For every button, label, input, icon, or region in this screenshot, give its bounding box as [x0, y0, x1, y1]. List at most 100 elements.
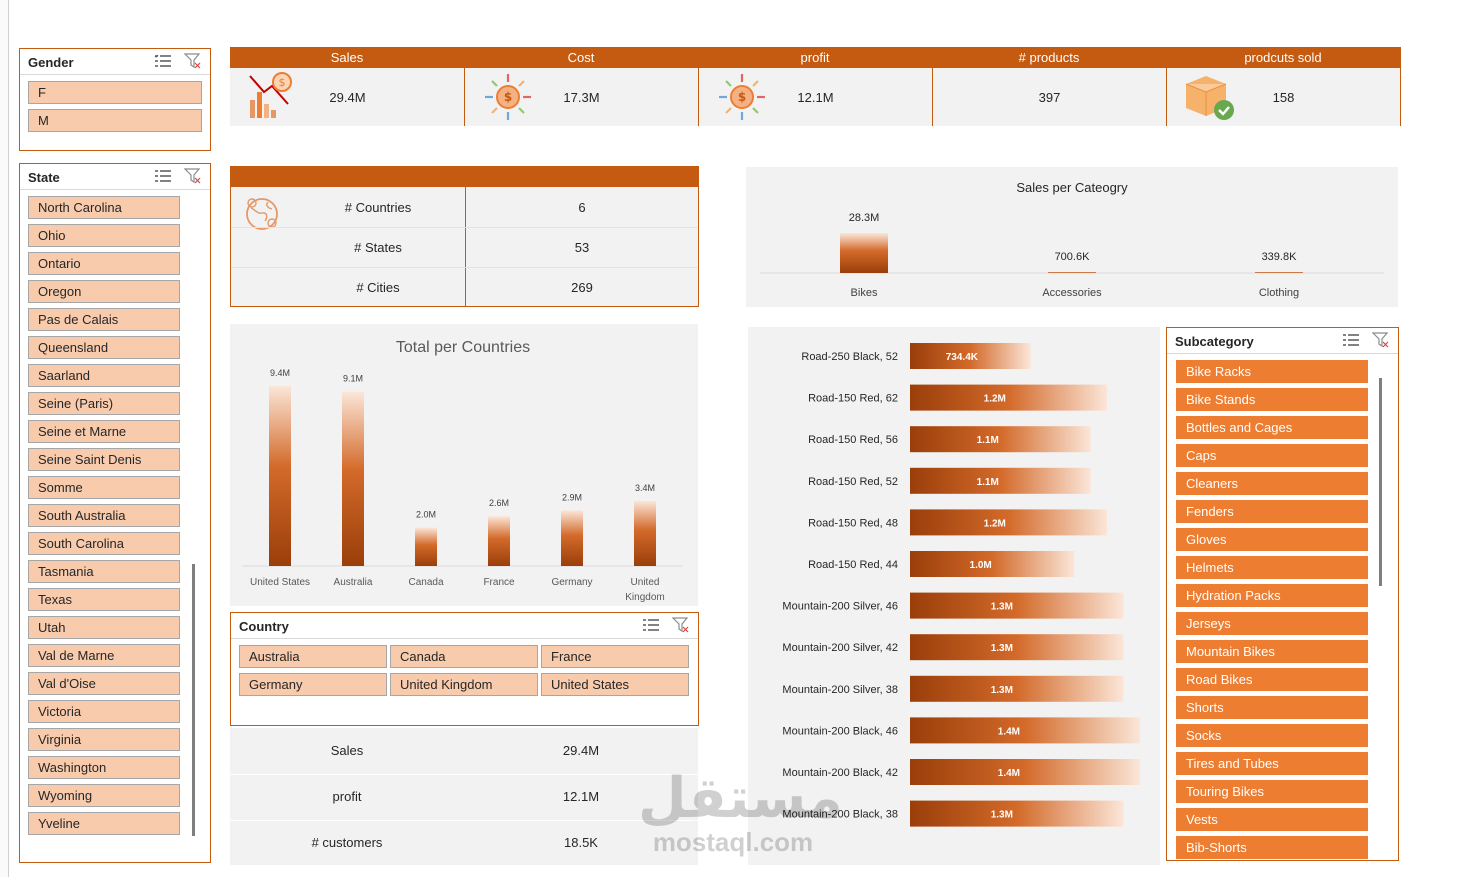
- state-scrollbar[interactable]: [192, 564, 195, 836]
- slicer-item[interactable]: Ontario: [28, 252, 180, 275]
- slicer-item[interactable]: Saarland: [28, 364, 180, 387]
- slicer-item[interactable]: Somme: [28, 476, 180, 499]
- slicer-item[interactable]: Val de Marne: [28, 644, 180, 667]
- slicer-item[interactable]: Seine (Paris): [28, 392, 180, 415]
- slicer-item[interactable]: F: [28, 81, 202, 104]
- slicer-item[interactable]: Seine Saint Denis: [28, 448, 180, 471]
- subcategory-slicer: Subcategory Bike Racks Bike Stands Bottles…: [1166, 327, 1399, 861]
- slicer-item[interactable]: North Carolina: [28, 196, 180, 219]
- slicer-item[interactable]: South Australia: [28, 504, 180, 527]
- slicer-title: State: [28, 170, 60, 185]
- slicer-item[interactable]: Bike Racks: [1176, 360, 1368, 383]
- slicer-item[interactable]: Road Bikes: [1176, 668, 1368, 691]
- slicer-item[interactable]: Caps: [1176, 444, 1368, 467]
- slicer-item[interactable]: Tasmania: [28, 560, 180, 583]
- slicer-item[interactable]: Yveline: [28, 812, 180, 835]
- slicer-item[interactable]: Australia: [239, 645, 387, 668]
- summary-value: 12.1M: [562, 789, 600, 804]
- multi-select-icon[interactable]: [154, 53, 172, 69]
- slicer-item[interactable]: M: [28, 109, 202, 132]
- country-bar[interactable]: [342, 391, 364, 566]
- product-bar[interactable]: [910, 800, 1124, 827]
- category-bar[interactable]: [840, 233, 888, 273]
- slicer-item[interactable]: Germany: [239, 673, 387, 696]
- country-bar[interactable]: [561, 510, 583, 566]
- slicer-item[interactable]: Canada: [390, 645, 538, 668]
- summary-table: Sales 29.4M profit 12.1M # customers 18.5K: [230, 728, 698, 865]
- slicer-item[interactable]: Shorts: [1176, 696, 1368, 719]
- slicer-item[interactable]: Vests: [1176, 808, 1368, 831]
- product-bar[interactable]: [910, 467, 1091, 494]
- product-bar[interactable]: [910, 384, 1108, 411]
- product-bar[interactable]: [910, 759, 1140, 785]
- category-bar[interactable]: [1255, 272, 1303, 273]
- divider: [465, 167, 466, 306]
- coin-burst-icon: $: [485, 74, 531, 120]
- geo-label: # Countries: [344, 200, 412, 215]
- clear-filter-icon[interactable]: [184, 168, 202, 184]
- slicer-item[interactable]: Bottles and Cages: [1176, 416, 1368, 439]
- multi-select-icon[interactable]: [154, 168, 172, 184]
- slicer-item[interactable]: Gloves: [1176, 528, 1368, 551]
- product-bar[interactable]: [910, 426, 1091, 453]
- slicer-item[interactable]: Wyoming: [28, 784, 180, 807]
- product-bar[interactable]: [910, 551, 1075, 577]
- slicer-item[interactable]: France: [541, 645, 689, 668]
- product-tick-label: Mountain-200 Black, 38: [782, 809, 898, 821]
- clear-filter-icon[interactable]: [672, 617, 690, 633]
- slicer-item[interactable]: Val d'Oise: [28, 672, 180, 695]
- product-bar[interactable]: [910, 717, 1140, 744]
- slicer-item[interactable]: South Carolina: [28, 532, 180, 555]
- product-bar[interactable]: [910, 634, 1124, 661]
- slicer-item[interactable]: Tires and Tubes: [1176, 752, 1368, 775]
- globe-pins-icon: [246, 198, 278, 230]
- bar-data-label: 1.4M: [998, 726, 1020, 737]
- country-tick-label: Canada: [408, 577, 443, 588]
- slicer-item[interactable]: Bib-Shorts: [1176, 836, 1368, 859]
- clear-filter-icon[interactable]: [1372, 332, 1390, 348]
- country-bar[interactable]: [415, 527, 437, 566]
- slicer-item[interactable]: Ohio: [28, 224, 180, 247]
- slicer-item[interactable]: Queensland: [28, 336, 180, 359]
- slicer-item[interactable]: Texas: [28, 588, 180, 611]
- slicer-item[interactable]: Cleaners: [1176, 472, 1368, 495]
- subcategory-scrollbar[interactable]: [1379, 378, 1382, 586]
- slicer-item[interactable]: Socks: [1176, 724, 1368, 747]
- slicer-item[interactable]: Bike Stands: [1176, 388, 1368, 411]
- category-chart: Sales per Cateogry 28.3M Bikes 700.6K Access…: [760, 180, 1384, 299]
- product-tick-label: Road-250 Black, 52: [801, 351, 898, 363]
- slicer-item[interactable]: Virginia: [28, 728, 180, 751]
- slicer-item[interactable]: Touring Bikes: [1176, 780, 1368, 803]
- slicer-item[interactable]: Fenders: [1176, 500, 1368, 523]
- slicer-item[interactable]: United States: [541, 673, 689, 696]
- country-bar[interactable]: [634, 500, 656, 566]
- slicer-item[interactable]: Jerseys: [1176, 612, 1368, 635]
- clear-filter-icon[interactable]: [184, 53, 202, 69]
- multi-select-icon[interactable]: [1342, 332, 1360, 348]
- row-divider: [231, 267, 698, 268]
- category-bar[interactable]: [1048, 272, 1096, 273]
- slicer-title: Country: [239, 619, 289, 634]
- product-bar[interactable]: [910, 592, 1124, 619]
- country-bar[interactable]: [269, 386, 291, 566]
- slicer-title: Gender: [28, 55, 74, 70]
- slicer-item[interactable]: Washington: [28, 756, 180, 779]
- slicer-item[interactable]: United Kingdom: [390, 673, 538, 696]
- slicer-item[interactable]: Mountain Bikes: [1176, 640, 1368, 663]
- multi-select-icon[interactable]: [642, 617, 660, 633]
- slicer-item[interactable]: Helmets: [1176, 556, 1368, 579]
- bar-data-label: 28.3M: [849, 212, 880, 224]
- product-bar[interactable]: [910, 343, 1031, 369]
- bar-data-label: 3.4M: [635, 483, 655, 493]
- slicer-item[interactable]: Seine et Marne: [28, 420, 180, 443]
- product-bar[interactable]: [910, 675, 1124, 702]
- product-bar[interactable]: [910, 509, 1108, 536]
- slicer-item[interactable]: Victoria: [28, 700, 180, 723]
- slicer-item[interactable]: Utah: [28, 616, 180, 639]
- country-bar[interactable]: [488, 516, 510, 566]
- slicer-item[interactable]: Oregon: [28, 280, 180, 303]
- slicer-item[interactable]: Hydration Packs: [1176, 584, 1368, 607]
- slicer-item[interactable]: Pas de Calais: [28, 308, 180, 331]
- bar-data-label: 1.0M: [970, 560, 992, 571]
- slicer-header: Subcategory: [1167, 328, 1398, 354]
